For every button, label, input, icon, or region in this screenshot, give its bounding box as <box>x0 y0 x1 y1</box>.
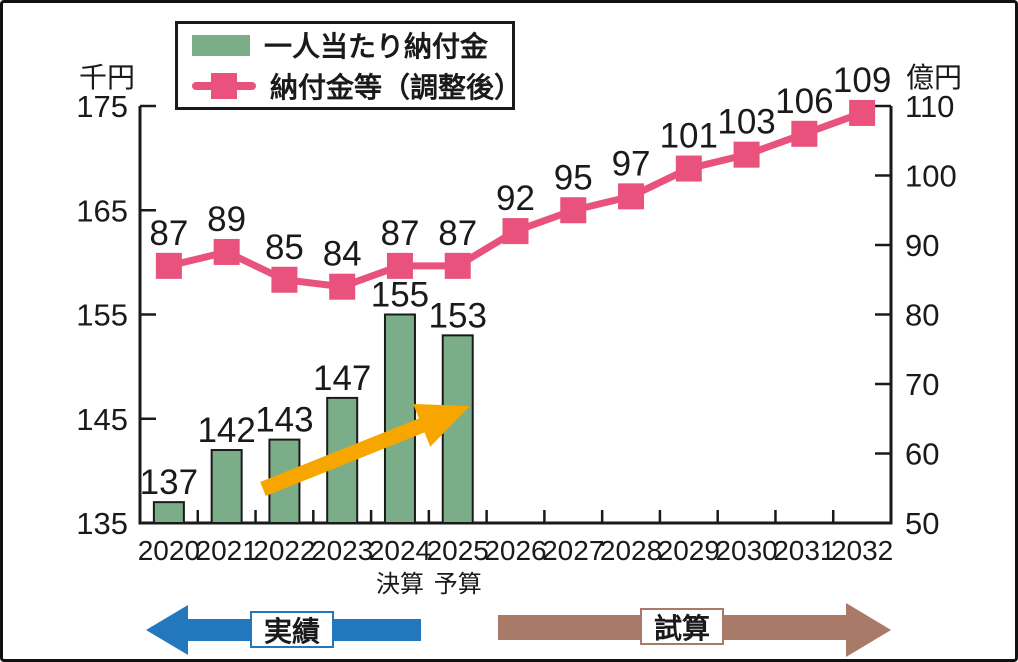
line-value-2024: 87 <box>380 214 419 253</box>
line-value-2027: 95 <box>554 158 593 197</box>
line-value-2030: 103 <box>717 103 775 142</box>
bar-2025 <box>441 334 474 524</box>
line-value-2022: 85 <box>265 228 304 267</box>
line-marker-2032 <box>849 99 876 126</box>
line-marker-2021 <box>213 238 240 265</box>
line-marker-2025 <box>444 252 471 279</box>
legend: 一人当たり納付金 納付金等（調整後） <box>175 21 522 110</box>
x-tick-label-2031: 2031 <box>773 535 835 566</box>
bar-value-2022: 143 <box>255 401 313 440</box>
right-axis-tick-label-100: 100 <box>905 159 957 194</box>
line-marker-2031 <box>791 120 818 147</box>
right-axis-tick-label-90: 90 <box>905 228 939 263</box>
bar-value-2024: 155 <box>371 276 429 315</box>
bar-2024 <box>383 313 416 524</box>
legend-line-label: 納付金等（調整後） <box>270 72 523 103</box>
x-sublabel-2024: 決算 <box>376 571 424 598</box>
x-tick-label-2030: 2030 <box>715 535 777 566</box>
x-tick-label-2032: 2032 <box>831 535 893 566</box>
right-axis-tick-label-60: 60 <box>905 437 939 472</box>
bar-value-2025: 153 <box>429 296 487 335</box>
left-axis-tick-label-145: 145 <box>76 402 128 437</box>
x-tick-label-2027: 2027 <box>542 535 604 566</box>
line-value-2025: 87 <box>438 214 477 253</box>
x-tick-label-2023: 2023 <box>311 535 373 566</box>
x-tick-label-2024: 2024 <box>369 535 431 566</box>
x-tick-label-2020: 2020 <box>138 535 200 566</box>
x-tick-label-2026: 2026 <box>484 535 546 566</box>
legend-bar-label: 一人当たり納付金 <box>264 31 489 62</box>
line-marker-2027 <box>560 197 587 224</box>
left-axis-unit-label: 千円 <box>79 62 136 93</box>
x-tick-label-2021: 2021 <box>196 535 258 566</box>
left-axis-tick-label-165: 165 <box>76 193 128 228</box>
line-value-2028: 97 <box>612 144 651 183</box>
line-marker-2029 <box>675 155 702 182</box>
left-arrowhead-icon <box>146 605 188 655</box>
left-axis-tick-label-155: 155 <box>76 298 128 333</box>
right-arrowhead-icon <box>846 603 891 657</box>
line-value-2032: 109 <box>833 61 891 100</box>
x-tick-label-2022: 2022 <box>253 535 315 566</box>
x-sublabel-2025: 予算 <box>434 571 482 598</box>
estimate-period-label: 試算 <box>640 608 724 645</box>
legend-row-bar: 一人当たり納付金 <box>192 25 512 65</box>
line-value-2031: 106 <box>775 82 833 121</box>
bar-2021 <box>210 449 243 524</box>
bar-2020 <box>152 501 185 524</box>
right-axis-tick-label-70: 70 <box>905 367 939 402</box>
line-swatch-marker <box>211 73 237 99</box>
estimate-period-arrow: 試算 <box>498 603 891 657</box>
right-axis-tick-label-50: 50 <box>905 506 939 541</box>
bar-swatch-icon <box>192 34 250 56</box>
right-axis-unit-label: 億円 <box>906 62 963 93</box>
legend-row-line: 納付金等（調整後） <box>192 66 522 106</box>
line-marker-2020 <box>155 252 182 279</box>
line-value-2029: 101 <box>660 117 718 156</box>
actual-period-label: 実績 <box>250 611 334 648</box>
bar-value-2021: 142 <box>197 411 255 450</box>
line-marker-2024 <box>386 252 413 279</box>
line-value-2026: 92 <box>496 179 535 218</box>
right-axis-tick-label-80: 80 <box>905 298 939 333</box>
line-marker-2023 <box>329 273 356 300</box>
line-marker-swatch-icon <box>192 73 256 99</box>
x-tick-label-2028: 2028 <box>600 535 662 566</box>
x-tick-label-2029: 2029 <box>658 535 720 566</box>
left-axis-tick-label-135: 135 <box>76 506 128 541</box>
combo-chart: 1751651551451351101009080706050202020212… <box>76 61 957 598</box>
bar-value-2023: 147 <box>313 359 371 398</box>
bar-value-2020: 137 <box>140 463 198 502</box>
left-axis-tick-label-175: 175 <box>76 89 128 124</box>
line-marker-2022 <box>271 266 298 293</box>
right-axis-tick-label-110: 110 <box>905 89 954 124</box>
line-marker-2030 <box>733 141 760 168</box>
trend-arrow <box>260 404 470 496</box>
x-tick-label-2025: 2025 <box>427 535 489 566</box>
line-value-2020: 87 <box>149 214 188 253</box>
line-marker-2026 <box>502 218 529 245</box>
line-marker-2028 <box>618 183 645 210</box>
line-value-2023: 84 <box>323 235 362 274</box>
line-value-2021: 89 <box>207 200 246 239</box>
actual-period-arrow: 実績 <box>146 605 421 655</box>
